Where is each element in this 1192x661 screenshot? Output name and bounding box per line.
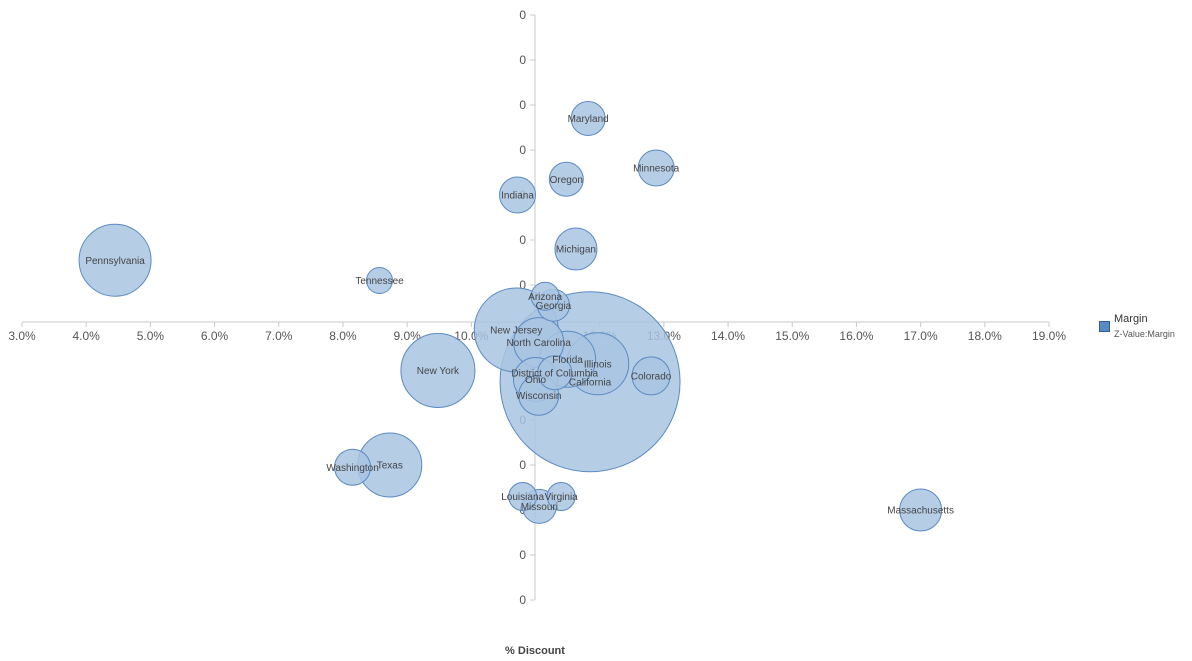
bubble-oregon[interactable]	[548, 161, 584, 197]
bubble-maryland[interactable]	[570, 101, 606, 136]
bubble-indiana[interactable]	[499, 176, 537, 214]
x-tick-label: 19.0%	[1032, 329, 1066, 343]
bubble-label-washington: Washington	[326, 463, 378, 474]
x-axis-title: % Discount	[505, 645, 565, 657]
bubble-label-indiana: Indiana	[501, 191, 534, 202]
bubble-label-missouri: Missouri	[521, 502, 558, 513]
x-tick-label: 4.0%	[73, 329, 101, 343]
bubble-label-illinois: Illinois	[584, 359, 612, 370]
bubbles-layer	[78, 101, 943, 532]
bubble-tennessee[interactable]	[366, 267, 394, 294]
bubble-arizona[interactable]	[530, 281, 560, 311]
bubble-label-virginia: Virginia	[545, 492, 579, 503]
bubble-label-north-carolina: North Carolina	[506, 338, 571, 349]
y-tick-label: 0	[519, 233, 526, 247]
bubble-labels-layer: Pennsylvania Tennessee Indiana Oregon Maryla…	[85, 114, 954, 517]
y-tick-label: 0	[519, 593, 526, 607]
bubble-pennsylvania[interactable]	[78, 223, 152, 297]
bubble-label-michigan: Michigan	[556, 245, 596, 256]
bubble-label-florida: Florida	[552, 355, 583, 366]
x-tick-label: 14.0%	[711, 329, 745, 343]
y-tick-label: 0	[519, 278, 526, 292]
bubble-label-ohio: Ohio	[525, 375, 547, 386]
bubble-label-tennessee: Tennessee	[355, 276, 404, 287]
y-tick-label: 0	[519, 143, 526, 157]
bubble-label-georgia: Georgia	[536, 301, 572, 312]
x-tick-label: 15.0%	[775, 329, 809, 343]
bubble-label-wisconsin: Wisconsin	[516, 391, 562, 402]
bubble-label-new-york: New York	[417, 366, 460, 377]
bubble-label-arizona: Arizona	[528, 292, 562, 303]
x-tick-label: 3.0%	[8, 329, 36, 343]
bubble-new-york[interactable]	[400, 333, 476, 408]
x-tick-label: 9.0%	[393, 329, 421, 343]
bubble-label-district-of-columbia: District of Columbia	[511, 368, 598, 379]
bubble-district-of-columbia[interactable]	[537, 355, 573, 391]
bubble-label-oregon: Oregon	[550, 175, 583, 186]
y-tick-label: 0	[519, 53, 526, 67]
y-tick-label: 0	[519, 548, 526, 562]
bubble-label-colorado: Colorado	[631, 371, 672, 382]
bubble-label-minnesota: Minnesota	[633, 164, 680, 175]
bubble-michigan[interactable]	[554, 227, 598, 271]
bubble-label-massachusetts: Massachusetts	[887, 506, 954, 517]
legend-title: Margin	[1114, 313, 1148, 325]
x-tick-label: 5.0%	[137, 329, 165, 343]
x-tick-label: 8.0%	[329, 329, 357, 343]
bubble-label-texas: Texas	[377, 461, 403, 472]
bubble-label-new-jersey: New Jersey	[490, 326, 542, 337]
bubble-label-maryland: Maryland	[568, 114, 609, 125]
legend-swatch	[1099, 321, 1110, 332]
bubble-label-pennsylvania: Pennsylvania	[85, 256, 145, 267]
bubble-virginia[interactable]	[546, 482, 576, 511]
x-tick-label: 6.0%	[201, 329, 229, 343]
bubble-label-california: California	[569, 377, 612, 388]
bubble-louisiana[interactable]	[508, 482, 538, 511]
x-tick-label: 16.0%	[839, 329, 873, 343]
y-tick-label: 0	[519, 8, 526, 22]
y-tick-label: 0	[519, 98, 526, 112]
bubble-label-louisiana: Louisiana	[501, 492, 544, 503]
bubble-washington[interactable]	[334, 448, 372, 486]
bubble-minnesota[interactable]	[637, 149, 675, 187]
x-tick-label: 7.0%	[265, 329, 293, 343]
y-tick-label: 0	[519, 458, 526, 472]
legend-subtitle: Z-Value:Margin	[1114, 329, 1175, 339]
bubble-colorado[interactable]	[631, 356, 671, 396]
bubble-massachusetts[interactable]	[899, 488, 943, 532]
x-tick-label: 17.0%	[904, 329, 938, 343]
x-tick-label: 18.0%	[968, 329, 1002, 343]
